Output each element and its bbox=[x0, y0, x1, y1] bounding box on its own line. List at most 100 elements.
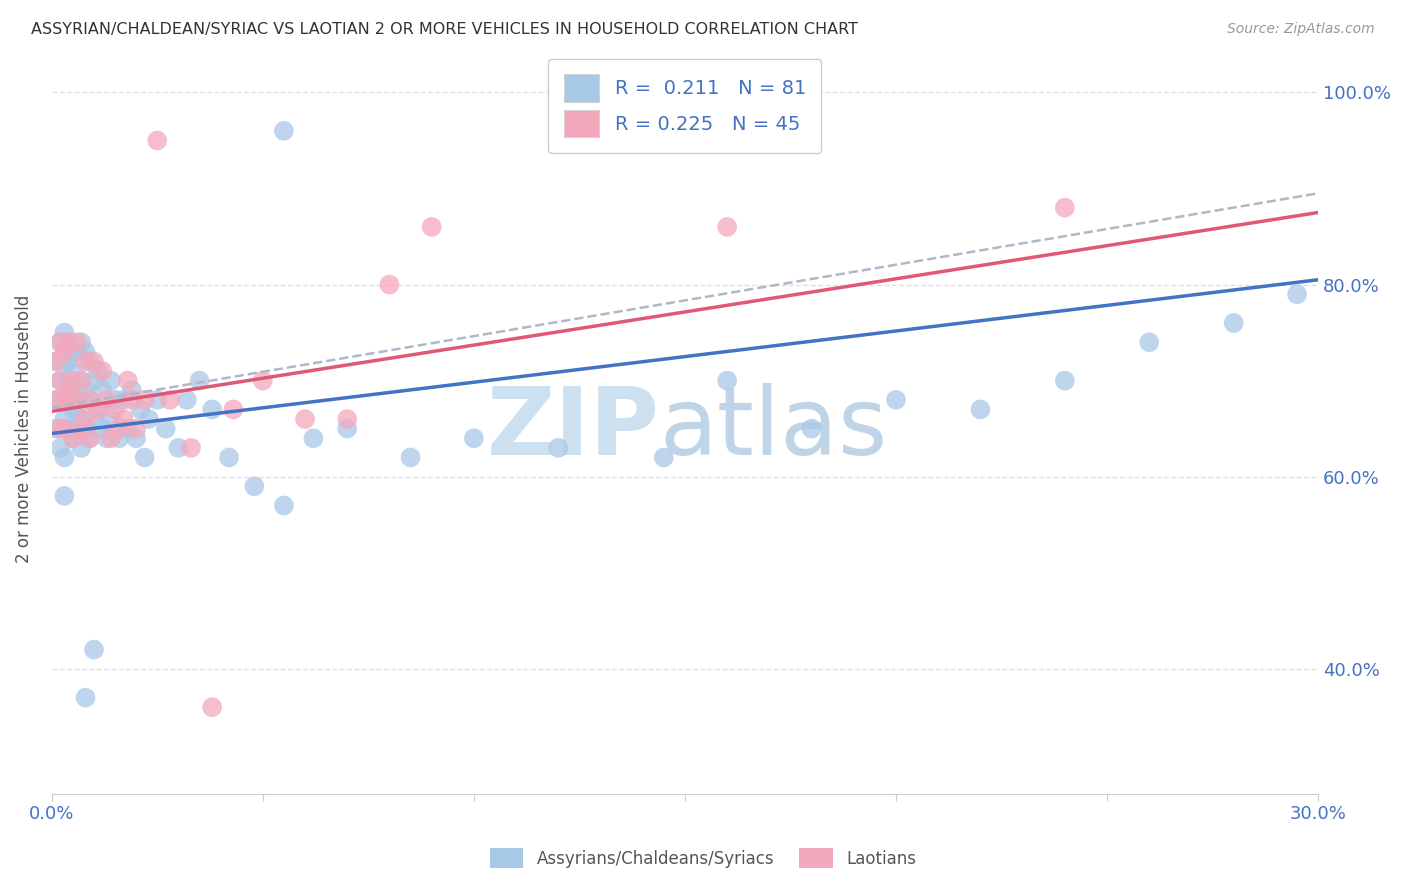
Point bbox=[79, 431, 101, 445]
Point bbox=[201, 402, 224, 417]
Point bbox=[53, 392, 76, 407]
Point bbox=[100, 412, 122, 426]
Point bbox=[83, 412, 105, 426]
Point bbox=[112, 392, 135, 407]
Point bbox=[79, 431, 101, 445]
Point bbox=[129, 402, 152, 417]
Point bbox=[91, 364, 114, 378]
Point bbox=[75, 344, 97, 359]
Point bbox=[420, 219, 443, 234]
Point bbox=[716, 219, 738, 234]
Point bbox=[121, 383, 143, 397]
Point bbox=[121, 392, 143, 407]
Legend: R =  0.211   N = 81, R = 0.225   N = 45: R = 0.211 N = 81, R = 0.225 N = 45 bbox=[548, 59, 821, 153]
Point bbox=[49, 374, 72, 388]
Point bbox=[45, 354, 67, 368]
Point bbox=[201, 700, 224, 714]
Point bbox=[188, 374, 211, 388]
Point bbox=[58, 392, 80, 407]
Point bbox=[45, 392, 67, 407]
Point bbox=[134, 450, 156, 465]
Point bbox=[75, 422, 97, 436]
Point bbox=[83, 354, 105, 368]
Point bbox=[70, 422, 93, 436]
Point bbox=[91, 383, 114, 397]
Point bbox=[58, 354, 80, 368]
Point bbox=[58, 383, 80, 397]
Point bbox=[96, 431, 118, 445]
Point bbox=[294, 412, 316, 426]
Point bbox=[378, 277, 401, 292]
Point bbox=[117, 374, 139, 388]
Point bbox=[884, 392, 907, 407]
Point bbox=[146, 133, 169, 147]
Point bbox=[108, 422, 131, 436]
Point bbox=[58, 335, 80, 350]
Point bbox=[91, 422, 114, 436]
Point bbox=[53, 354, 76, 368]
Point bbox=[62, 431, 84, 445]
Point bbox=[146, 392, 169, 407]
Point bbox=[58, 422, 80, 436]
Text: ZIP: ZIP bbox=[486, 383, 659, 475]
Point bbox=[463, 431, 485, 445]
Point bbox=[1137, 335, 1160, 350]
Point bbox=[58, 374, 80, 388]
Point bbox=[70, 335, 93, 350]
Point bbox=[96, 392, 118, 407]
Point bbox=[53, 344, 76, 359]
Point bbox=[243, 479, 266, 493]
Point bbox=[652, 450, 675, 465]
Point bbox=[66, 392, 89, 407]
Text: ASSYRIAN/CHALDEAN/SYRIAC VS LAOTIAN 2 OR MORE VEHICLES IN HOUSEHOLD CORRELATION : ASSYRIAN/CHALDEAN/SYRIAC VS LAOTIAN 2 OR… bbox=[31, 22, 858, 37]
Point bbox=[62, 402, 84, 417]
Text: atlas: atlas bbox=[659, 383, 887, 475]
Point bbox=[104, 392, 127, 407]
Point bbox=[1053, 374, 1076, 388]
Legend: Assyrians/Chaldeans/Syriacs, Laotians: Assyrians/Chaldeans/Syriacs, Laotians bbox=[482, 839, 924, 877]
Point bbox=[125, 431, 148, 445]
Point bbox=[62, 431, 84, 445]
Point bbox=[75, 690, 97, 705]
Point bbox=[138, 412, 160, 426]
Point bbox=[49, 374, 72, 388]
Point bbox=[45, 422, 67, 436]
Point bbox=[167, 441, 190, 455]
Point bbox=[87, 364, 110, 378]
Point bbox=[49, 441, 72, 455]
Point bbox=[53, 489, 76, 503]
Point bbox=[58, 335, 80, 350]
Point bbox=[100, 431, 122, 445]
Point bbox=[336, 422, 359, 436]
Point bbox=[800, 422, 823, 436]
Point bbox=[159, 392, 181, 407]
Point bbox=[112, 412, 135, 426]
Point bbox=[302, 431, 325, 445]
Text: Source: ZipAtlas.com: Source: ZipAtlas.com bbox=[1227, 22, 1375, 37]
Point bbox=[134, 392, 156, 407]
Point bbox=[53, 326, 76, 340]
Point bbox=[547, 441, 569, 455]
Point bbox=[49, 335, 72, 350]
Point bbox=[49, 335, 72, 350]
Point bbox=[66, 344, 89, 359]
Point bbox=[87, 402, 110, 417]
Point bbox=[176, 392, 198, 407]
Point bbox=[273, 499, 295, 513]
Point bbox=[70, 412, 93, 426]
Point bbox=[62, 344, 84, 359]
Point bbox=[62, 392, 84, 407]
Point bbox=[75, 412, 97, 426]
Point bbox=[83, 642, 105, 657]
Point bbox=[273, 124, 295, 138]
Point bbox=[336, 412, 359, 426]
Point bbox=[45, 354, 67, 368]
Point bbox=[104, 402, 127, 417]
Point bbox=[252, 374, 274, 388]
Point bbox=[58, 392, 80, 407]
Point bbox=[49, 422, 72, 436]
Point bbox=[108, 431, 131, 445]
Point bbox=[53, 450, 76, 465]
Point bbox=[53, 412, 76, 426]
Point bbox=[100, 374, 122, 388]
